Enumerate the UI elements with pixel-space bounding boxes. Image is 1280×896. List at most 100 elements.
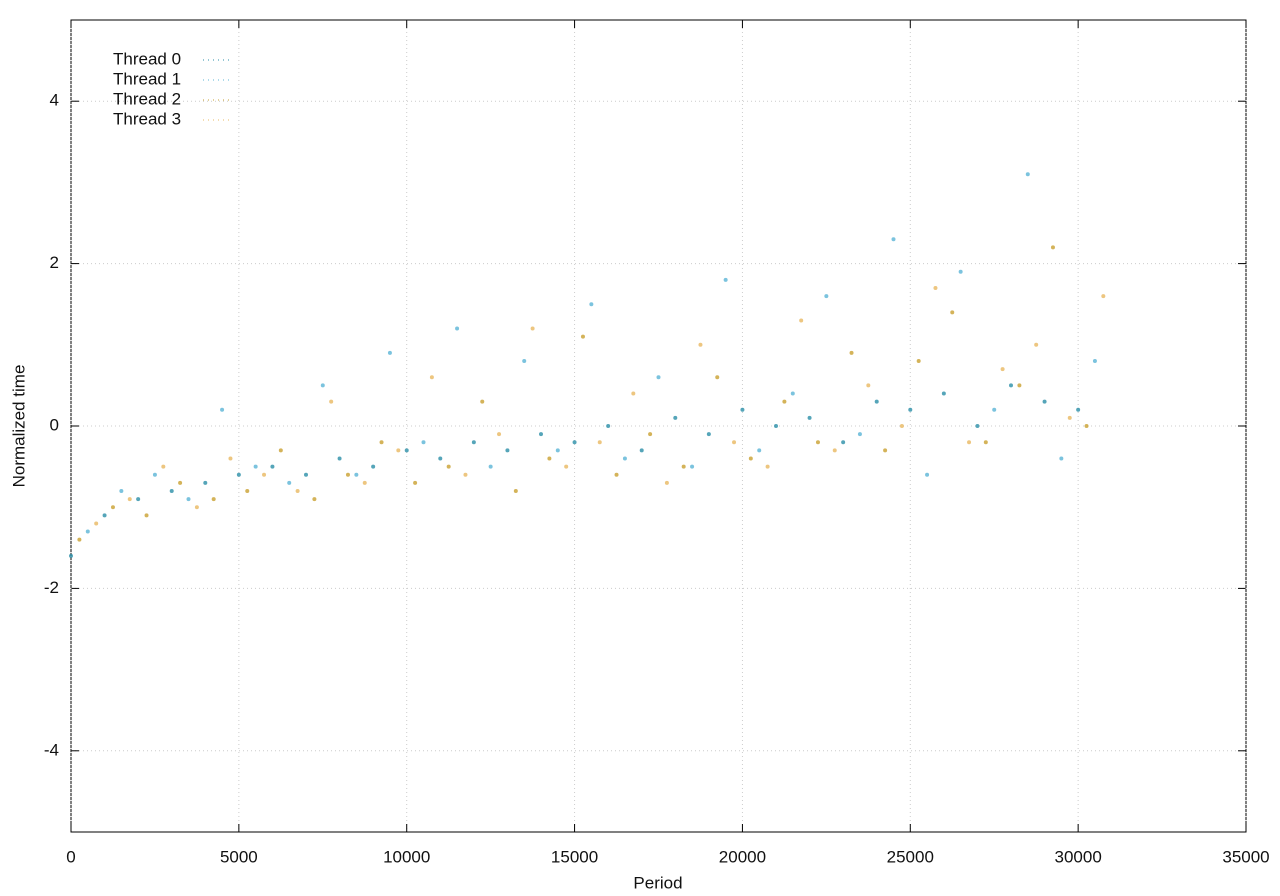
point: [916, 359, 921, 364]
point: [1009, 383, 1013, 388]
point: [925, 472, 930, 477]
point: [438, 456, 443, 461]
point: [161, 464, 166, 469]
point: [765, 464, 770, 469]
point: [664, 480, 669, 485]
point: [379, 440, 384, 445]
point: [1050, 245, 1055, 250]
point: [345, 472, 350, 477]
point: [933, 285, 938, 290]
point: [253, 464, 258, 469]
point: [723, 277, 728, 282]
point: [740, 407, 745, 412]
point: [304, 472, 308, 477]
point: [110, 505, 115, 510]
point: [320, 383, 325, 388]
point: [564, 464, 569, 469]
legend-label: Thread 2: [113, 89, 181, 108]
point: [178, 480, 183, 485]
point: [958, 269, 963, 274]
point: [908, 407, 913, 412]
point: [371, 464, 376, 469]
point: [337, 456, 342, 461]
point: [119, 488, 124, 493]
point: [186, 497, 191, 502]
point: [429, 375, 434, 380]
point: [698, 342, 703, 347]
point: [614, 472, 619, 477]
point: [841, 440, 846, 445]
point: [832, 448, 837, 453]
point: [203, 480, 208, 485]
point: [891, 237, 896, 242]
point: [1042, 399, 1047, 404]
point: [866, 383, 871, 388]
point: [857, 432, 862, 437]
point: [824, 294, 829, 299]
point: [950, 310, 955, 315]
x-tick-label: 0: [66, 847, 75, 866]
point: [194, 505, 199, 510]
point: [899, 424, 904, 428]
point: [715, 375, 720, 380]
point: [228, 456, 233, 461]
point: [648, 432, 653, 437]
point: [144, 513, 149, 518]
point: [639, 448, 644, 453]
point: [169, 488, 174, 493]
point: [1067, 415, 1072, 420]
point: [748, 456, 753, 461]
point: [270, 464, 275, 469]
point: [77, 537, 82, 542]
point: [631, 391, 636, 396]
point: [455, 326, 460, 331]
point: [589, 302, 594, 307]
x-tick-label: 25000: [887, 847, 934, 866]
point: [992, 407, 997, 412]
point: [706, 432, 711, 437]
point: [530, 326, 535, 331]
point: [396, 448, 401, 453]
y-tick-label: 0: [50, 415, 59, 434]
point: [497, 432, 502, 437]
point: [69, 553, 73, 558]
point: [513, 488, 518, 493]
point: [1025, 172, 1030, 177]
point: [488, 464, 493, 469]
point: [362, 480, 367, 485]
point: [1034, 342, 1039, 347]
y-tick-label: -2: [44, 578, 59, 597]
y-tick-label: 4: [50, 91, 59, 110]
point: [732, 440, 737, 445]
point: [681, 464, 686, 469]
point: [220, 407, 225, 412]
point: [690, 464, 695, 469]
point: [799, 318, 804, 323]
point: [421, 440, 426, 445]
point: [1092, 359, 1097, 364]
point: [622, 456, 627, 461]
point: [874, 399, 879, 404]
point: [278, 448, 283, 453]
point: [127, 497, 132, 502]
x-tick-label: 20000: [719, 847, 766, 866]
point: [774, 424, 778, 428]
legend-label: Thread 0: [113, 49, 181, 68]
point: [547, 456, 552, 461]
point: [967, 440, 972, 445]
point: [413, 480, 418, 485]
point: [1017, 383, 1022, 388]
point: [446, 464, 451, 469]
point: [572, 440, 577, 445]
x-tick-label: 5000: [220, 847, 258, 866]
point: [975, 424, 980, 428]
point: [387, 350, 392, 355]
legend-label: Thread 3: [113, 109, 181, 128]
point: [656, 375, 661, 380]
point: [404, 448, 409, 453]
point: [782, 399, 787, 404]
point: [312, 497, 317, 502]
y-axis-label: Normalized time: [9, 365, 28, 488]
point: [236, 472, 241, 477]
